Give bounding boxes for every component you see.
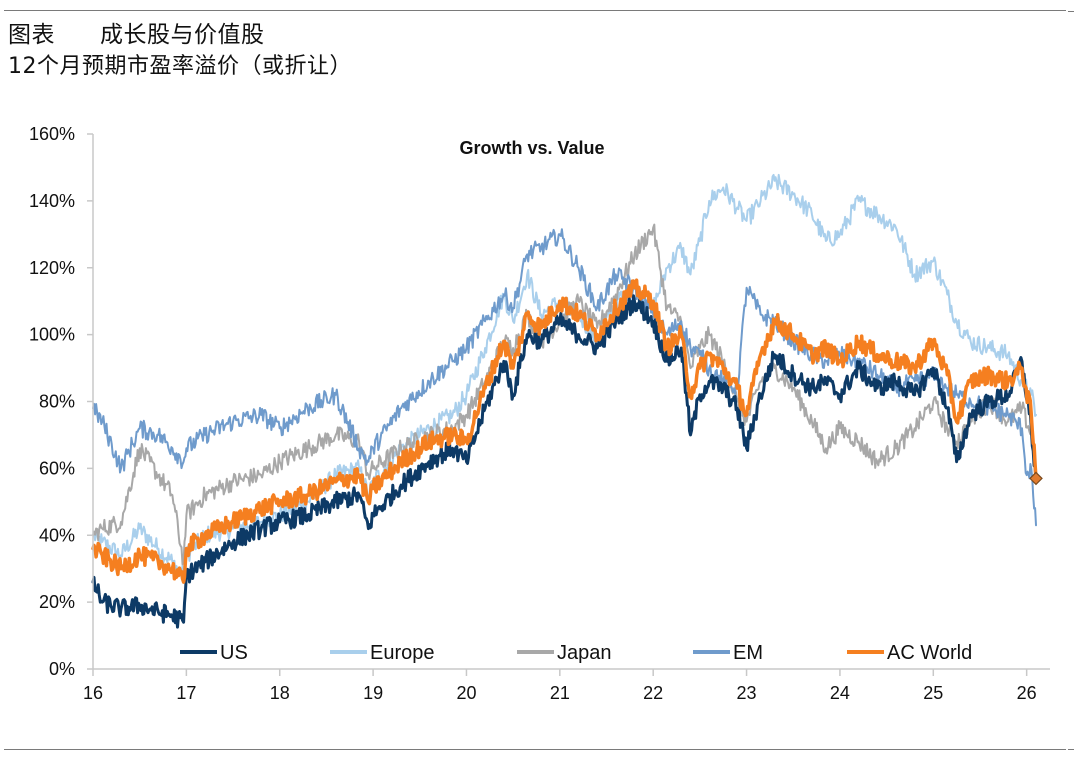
y-tick-label: 120% bbox=[29, 258, 75, 278]
legend-label-japan: Japan bbox=[557, 642, 612, 664]
chart-title: Growth vs. Value bbox=[459, 138, 604, 158]
legend-label-us: US bbox=[220, 642, 248, 664]
y-tick-label: 40% bbox=[39, 525, 75, 545]
x-tick-label: 24 bbox=[830, 683, 850, 703]
x-tick-label: 18 bbox=[270, 683, 290, 703]
x-tick-label: 20 bbox=[456, 683, 476, 703]
axes-layer: 0% 20% 40% 60% 80% 100% 120% 140% 160% 16 17 18 19 20… bbox=[29, 124, 1050, 703]
figure-subtitle: 12个月预期市盈率溢价（或折让） bbox=[8, 54, 352, 79]
x-tick-label: 22 bbox=[643, 683, 663, 703]
series-line-us bbox=[91, 294, 1038, 629]
figure-label: 图表 bbox=[8, 22, 55, 48]
x-tick-label: 19 bbox=[363, 683, 383, 703]
top-rule-tick bbox=[1068, 3, 1074, 12]
y-tick-label: 100% bbox=[29, 325, 75, 345]
y-tick-label: 60% bbox=[39, 458, 75, 478]
series-layer bbox=[91, 173, 1038, 629]
bottom-rule-tick bbox=[1068, 742, 1074, 750]
chart-legend: US Europe Japan EM AC World bbox=[180, 642, 972, 664]
legend-label-em: EM bbox=[733, 642, 763, 664]
figure-title: 成长股与价值股 bbox=[100, 22, 265, 48]
series-line-em bbox=[92, 228, 1037, 527]
x-tick-label: 16 bbox=[83, 683, 103, 703]
legend-label-ac-world: AC World bbox=[887, 642, 972, 664]
latest-value-marker bbox=[1029, 471, 1043, 486]
y-tick-label: 80% bbox=[39, 392, 75, 412]
y-tick-label: 140% bbox=[29, 191, 75, 211]
y-tick-label: 160% bbox=[29, 124, 75, 144]
x-tick-label: 17 bbox=[176, 683, 196, 703]
series-line-ac-world bbox=[91, 278, 1038, 584]
end-marker-layer bbox=[1029, 471, 1043, 486]
legend-label-europe: Europe bbox=[370, 642, 435, 664]
y-tick-label: 0% bbox=[49, 659, 75, 679]
x-tick-label: 23 bbox=[737, 683, 757, 703]
figure-header: 图表 成长股与价值股 bbox=[8, 20, 265, 50]
x-tick-label: 26 bbox=[1017, 683, 1037, 703]
x-tick-label: 21 bbox=[550, 683, 570, 703]
top-rule bbox=[4, 10, 1066, 11]
bottom-rule bbox=[4, 749, 1066, 750]
y-tick-label: 20% bbox=[39, 592, 75, 612]
x-tick-label: 25 bbox=[923, 683, 943, 703]
